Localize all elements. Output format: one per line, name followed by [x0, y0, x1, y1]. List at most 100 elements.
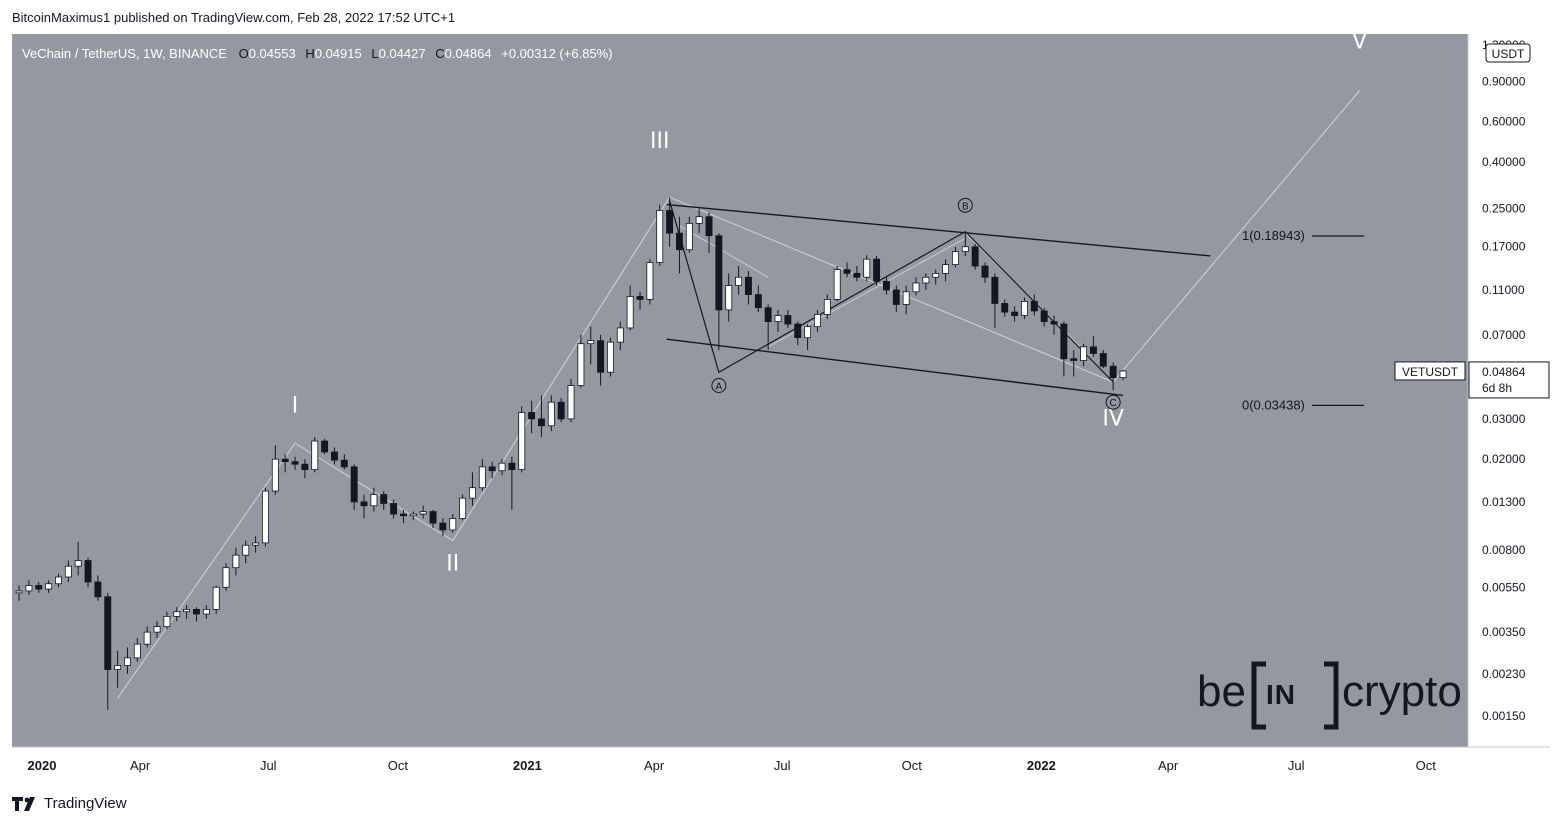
- price-tick-label: 0.00230: [1482, 667, 1526, 681]
- change-value: +0.00312 (+6.85%): [501, 46, 612, 61]
- candle-body: [94, 581, 102, 598]
- plot-area[interactable]: [12, 34, 1468, 747]
- price-tag-symbol-box: [1394, 361, 1466, 381]
- wave-label-IV: IV: [1102, 407, 1124, 432]
- candle-body: [242, 544, 250, 556]
- price-tick-label: 0.00800: [1482, 543, 1526, 557]
- abc-correction-path: [669, 200, 1114, 383]
- candle-body: [705, 216, 713, 237]
- candle-body: [882, 280, 890, 291]
- candle-body: [400, 513, 407, 517]
- wave-circle-A: [711, 378, 727, 394]
- tradingview-footer[interactable]: TradingView: [12, 795, 127, 812]
- candle-body: [932, 272, 940, 278]
- candle-body: [951, 251, 959, 266]
- candle-body: [715, 235, 723, 311]
- low-label: L: [371, 46, 378, 61]
- candle-body: [547, 401, 555, 427]
- candle-body: [488, 466, 496, 472]
- candle-body: [1001, 303, 1009, 313]
- price-tick-label: 0.40000: [1482, 155, 1526, 169]
- channel-lower-line: [666, 338, 1124, 397]
- candle-body: [656, 210, 664, 263]
- watermark-left: be: [1197, 667, 1246, 716]
- candle-body: [469, 487, 476, 499]
- candle-body: [35, 585, 43, 590]
- candle-body: [15, 590, 23, 594]
- candle-body: [991, 276, 999, 304]
- price-tick-label: 0.00550: [1482, 580, 1526, 594]
- close-value: 0.04864: [445, 46, 492, 61]
- time-tick-label: Jul: [774, 758, 791, 773]
- candle-body: [25, 585, 33, 592]
- candle-body: [587, 340, 595, 345]
- candle-body: [675, 232, 683, 251]
- candle-body: [1119, 370, 1127, 378]
- wave-label-I: I: [292, 393, 299, 418]
- time-tick-label: Apr: [644, 758, 665, 773]
- candle-body: [735, 276, 743, 286]
- candle-body: [350, 466, 358, 503]
- candlestick-chart[interactable]: be IN crypto 1(0.18943)0(0.03438) IIIIII…: [12, 34, 1550, 781]
- candle-body: [863, 258, 871, 278]
- candle-body: [843, 269, 851, 274]
- candle-body: [331, 451, 338, 461]
- candle-body: [764, 307, 772, 322]
- candle-body: [971, 246, 979, 267]
- candle-body: [646, 262, 654, 300]
- candle-body: [873, 258, 881, 282]
- candle-body: [912, 282, 920, 293]
- open-label: O: [239, 46, 249, 61]
- price-tick-label: 0.01300: [1482, 495, 1526, 509]
- candle-body: [823, 299, 831, 315]
- candle-body: [981, 265, 989, 278]
- unit-label: USDT: [1492, 47, 1525, 61]
- candle-body: [1011, 311, 1019, 316]
- candle-body: [616, 327, 624, 343]
- time-tick-label: Apr: [1158, 758, 1179, 773]
- candle-body: [321, 440, 329, 453]
- time-tick-label: Apr: [130, 758, 151, 773]
- candle-body: [833, 269, 841, 300]
- candle-body: [173, 611, 181, 617]
- candles-layer: [15, 197, 1127, 710]
- candle-body: [45, 583, 53, 590]
- candle-body: [1099, 353, 1107, 367]
- candle-body: [153, 626, 161, 633]
- candle-body: [281, 458, 289, 463]
- candle-body: [202, 609, 210, 615]
- price-tick-label: 0.17000: [1482, 240, 1526, 254]
- candle-body: [636, 296, 644, 300]
- tradingview-logo-icon: [12, 796, 35, 811]
- wave-label-A: A: [716, 382, 723, 393]
- candle-body: [74, 560, 82, 567]
- candle-body: [1020, 301, 1028, 316]
- candle-body: [114, 665, 122, 670]
- candle-body: [557, 401, 565, 420]
- candle-body: [685, 223, 693, 251]
- candle-body: [666, 210, 674, 234]
- candle-body: [744, 276, 752, 295]
- watermark-bracket-left: [1251, 661, 1266, 730]
- close-label: C: [435, 46, 444, 61]
- candle-body: [370, 494, 378, 507]
- inner-trend-line: [679, 225, 769, 278]
- candle-body: [262, 490, 269, 544]
- candle-body: [449, 518, 457, 531]
- candle-body: [222, 567, 230, 588]
- channel-upper-line: [666, 203, 1211, 257]
- chart-frame[interactable]: be IN crypto 1(0.18943) 0(0.03438) I II III…: [12, 34, 1550, 781]
- candle-body: [784, 315, 792, 325]
- high-label: H: [305, 46, 314, 61]
- time-axis-labels: 2020 Apr Jul Oct 2021 Apr Jul Oct 2022 Apr Jul Oct: [28, 758, 1437, 773]
- wave-label-II: II: [446, 552, 459, 577]
- candle-body: [84, 560, 92, 583]
- candle-body: [271, 458, 279, 492]
- publisher-attribution: BitcoinMaximus1 published on TradingView…: [12, 10, 456, 25]
- candle-body: [528, 412, 536, 420]
- candle-body: [291, 461, 299, 465]
- unit-badge[interactable]: USDT: [1485, 43, 1531, 63]
- price-tick-label: 0.03000: [1482, 412, 1526, 426]
- time-axis[interactable]: [12, 747, 1550, 781]
- candle-body: [1060, 323, 1068, 360]
